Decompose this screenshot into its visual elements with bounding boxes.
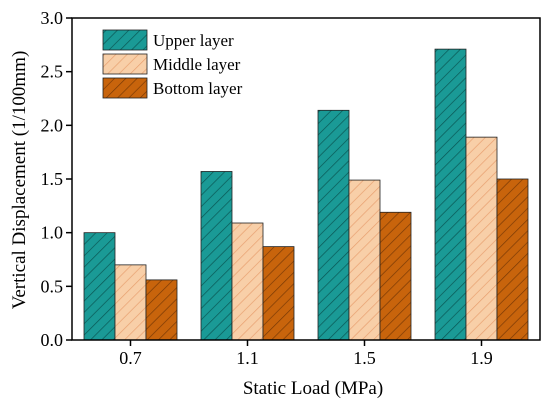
bar-middle-layer-1.5 bbox=[348, 179, 381, 341]
plot-frame bbox=[71, 17, 541, 341]
bar-upper-layer-1.9 bbox=[434, 48, 467, 341]
bar-middle-layer-1.1 bbox=[231, 222, 264, 341]
y-tick-label: 1.5 bbox=[41, 169, 64, 189]
y-tick-label: 0.5 bbox=[41, 276, 64, 296]
bar-upper-layer-1.5 bbox=[317, 109, 350, 341]
bar-bottom-layer-0.7 bbox=[145, 279, 178, 341]
legend-label-upper-layer: Upper layer bbox=[153, 31, 234, 50]
y-tick-label: 0.0 bbox=[41, 330, 64, 350]
y-tick-label: 2.0 bbox=[41, 115, 64, 135]
x-axis-title: Static Load (MPa) bbox=[243, 378, 383, 399]
bar-bottom-layer-1.9 bbox=[496, 178, 529, 341]
y-tick-label: 1.0 bbox=[41, 223, 64, 243]
y-axis-title: Vertical Displacement (1/100mm) bbox=[9, 51, 30, 310]
bar-upper-layer-1.1 bbox=[200, 171, 233, 341]
legend-swatch-middle-layer bbox=[102, 53, 148, 75]
bar-middle-layer-1.9 bbox=[465, 136, 498, 341]
legend-label-bottom-layer: Bottom layer bbox=[153, 79, 243, 98]
y-tick-label: 2.5 bbox=[41, 62, 64, 82]
x-tick-label: 1.1 bbox=[236, 348, 259, 368]
x-tick-label: 1.5 bbox=[353, 348, 376, 368]
legend-swatch-upper-layer bbox=[102, 29, 148, 51]
bar-bottom-layer-1.1 bbox=[262, 246, 295, 341]
x-tick-label: 0.7 bbox=[119, 348, 142, 368]
bar-upper-layer-0.7 bbox=[83, 232, 116, 341]
bar-middle-layer-0.7 bbox=[114, 264, 147, 341]
x-tick-label: 1.9 bbox=[470, 348, 493, 368]
legend-swatch-bottom-layer bbox=[102, 77, 148, 99]
y-tick-label: 3.0 bbox=[41, 8, 64, 28]
bar-bottom-layer-1.5 bbox=[379, 211, 412, 341]
legend-label-middle-layer: Middle layer bbox=[153, 55, 241, 74]
